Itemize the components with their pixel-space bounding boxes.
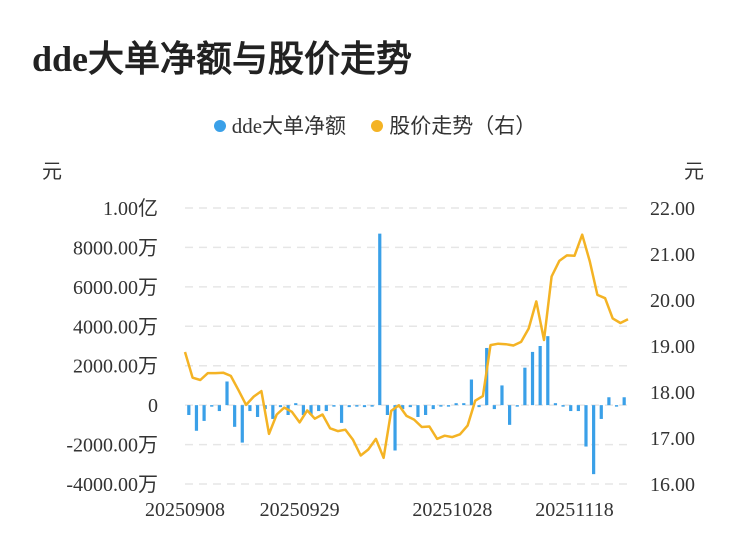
dde-bar — [225, 381, 229, 406]
left-tick-label: 1.00亿 — [103, 197, 158, 220]
legend: dde大单净额 股价走势（右） — [0, 110, 750, 140]
dde-bar — [622, 397, 626, 406]
dde-bar — [248, 405, 252, 412]
left-tick-label: -4000.00万 — [66, 474, 158, 496]
x-tick-label: 20250908 — [145, 499, 225, 521]
dde-bar — [462, 403, 466, 406]
chart-title: dde大单净额与股价走势 — [32, 39, 413, 79]
left-tick-label: 8000.00万 — [73, 237, 158, 259]
dde-bar — [423, 405, 428, 415]
dde-bar — [569, 405, 573, 412]
dde-bar — [317, 405, 321, 412]
dde-bar — [324, 405, 328, 412]
dde-bar — [469, 379, 474, 406]
legend-item-line[interactable]: 股价走势（右） — [371, 110, 536, 140]
dde-bar — [378, 233, 382, 406]
dde-bar — [255, 405, 260, 417]
dde-bar — [217, 405, 221, 412]
dde-bar — [332, 405, 336, 407]
axis-labels: 元 元 1.00亿 8000.00万 6000.00万 4000.00万 2000.00… — [42, 161, 704, 521]
dde-bar — [370, 405, 374, 407]
legend-line-label: 股价走势（右） — [389, 114, 537, 138]
right-tick-label: 21.00 — [650, 244, 695, 266]
right-tick-label: 20.00 — [650, 290, 695, 312]
dde-bar — [477, 405, 481, 408]
dde-bar — [439, 405, 443, 407]
dde-bar — [523, 367, 527, 406]
dde-bar — [492, 405, 496, 410]
dde-bar — [233, 405, 237, 427]
dde-bar — [309, 405, 313, 415]
legend-line-marker — [371, 120, 384, 132]
dde-bar — [301, 405, 305, 415]
dde-bar — [416, 405, 420, 417]
dde-bar — [614, 405, 619, 407]
x-tick-label: 20251118 — [535, 499, 614, 521]
dde-bar — [431, 405, 435, 410]
dde-bar — [393, 405, 397, 451]
grid-lines — [185, 207, 628, 485]
dde-bar — [401, 405, 405, 410]
dde-bar — [584, 405, 588, 447]
dde-bar — [210, 405, 214, 407]
dde-bar — [576, 405, 580, 412]
right-tick-label: 17.00 — [650, 428, 695, 450]
dde-bars — [187, 233, 626, 475]
dde-bar — [508, 405, 512, 425]
left-tick-label: 0 — [148, 395, 158, 417]
dde-bar — [454, 403, 458, 406]
dde-bar — [187, 405, 191, 415]
dde-bar — [240, 405, 244, 443]
dde-bar — [553, 403, 558, 406]
dde-bar — [530, 351, 535, 406]
dde-bar — [355, 405, 359, 407]
dde-bar — [271, 405, 275, 419]
dde-bar — [278, 405, 283, 408]
right-tick-label: 18.00 — [650, 382, 695, 404]
dde-bar — [202, 405, 206, 421]
dde-bar — [385, 405, 390, 415]
dde-bar — [294, 403, 298, 406]
dde-bar — [546, 336, 550, 406]
x-tick-label: 20251028 — [412, 499, 492, 521]
dde-bar — [339, 405, 344, 423]
left-tick-label: 6000.00万 — [73, 277, 158, 299]
dde-bar — [194, 405, 199, 431]
dde-bar — [561, 405, 565, 407]
price-line — [183, 233, 629, 460]
left-tick-label: 2000.00万 — [73, 356, 158, 378]
left-tick-label: -2000.00万 — [66, 435, 158, 457]
legend-bar-label: dde大单净额 — [231, 114, 347, 138]
dde-bar — [599, 405, 603, 419]
x-tick-label: 20250929 — [260, 499, 340, 521]
dde-bar — [500, 385, 504, 406]
legend-bar-marker — [213, 120, 226, 132]
right-tick-label: 16.00 — [650, 474, 695, 496]
dde-bar — [592, 405, 596, 475]
right-tick-label: 22.00 — [650, 198, 695, 220]
right-unit-label: 元 — [684, 161, 704, 183]
dde-bar — [362, 405, 367, 408]
dde-bar — [538, 346, 542, 406]
dde-bar — [515, 405, 519, 407]
dde-bar — [607, 397, 611, 406]
legend-item-bar[interactable]: dde大单净额 — [213, 110, 347, 140]
left-unit-label: 元 — [42, 161, 62, 183]
price-line-group — [183, 233, 629, 460]
right-tick-label: 19.00 — [650, 336, 695, 358]
dde-bar — [446, 405, 451, 407]
dde-bar — [408, 405, 412, 408]
dde-bar — [347, 405, 351, 408]
left-tick-label: 4000.00万 — [73, 316, 158, 338]
